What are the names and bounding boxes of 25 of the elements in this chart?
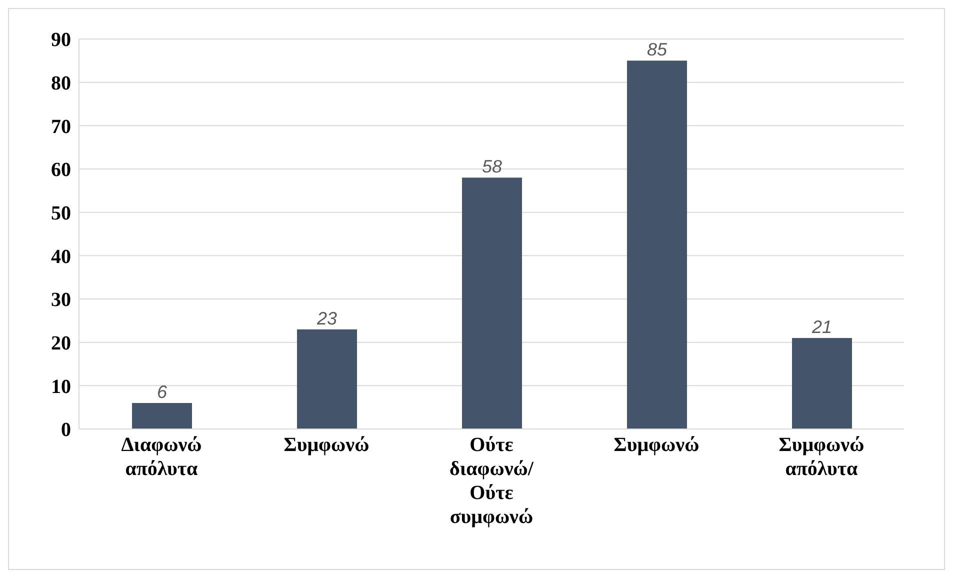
y-tick-label: 90 (51, 29, 71, 52)
y-tick-label: 40 (51, 246, 71, 268)
y-tick-label: 60 (51, 159, 71, 182)
data-label: 21 (810, 317, 832, 337)
x-tick-label: Συμφωνώ απόλυτα (778, 434, 864, 480)
x-tick-label: Συμφωνώ (614, 434, 700, 456)
data-label: 85 (646, 40, 668, 60)
x-tick-label: Διαφωνώ απόλυτα (121, 434, 202, 480)
y-tick-label: 50 (51, 202, 71, 224)
y-tick-label: 0 (61, 419, 71, 442)
data-label: 23 (316, 308, 338, 328)
y-tick-label: 20 (51, 332, 71, 354)
y-tick-label: 80 (51, 72, 71, 94)
bar (792, 338, 852, 429)
y-tick-label: 70 (51, 116, 71, 138)
bar (627, 60, 687, 429)
y-tick-label: 10 (51, 376, 71, 398)
bar (297, 329, 357, 429)
data-label: 6 (156, 382, 168, 402)
x-tick-label: Συμφωνώ (284, 434, 370, 456)
bar (132, 403, 192, 429)
data-label: 58 (482, 156, 502, 177)
y-tick-label: 30 (51, 289, 71, 312)
bar (462, 178, 522, 429)
x-tick-label: Ούτε διαφωνώ/ Ούτε συμφωνώ (450, 434, 534, 528)
